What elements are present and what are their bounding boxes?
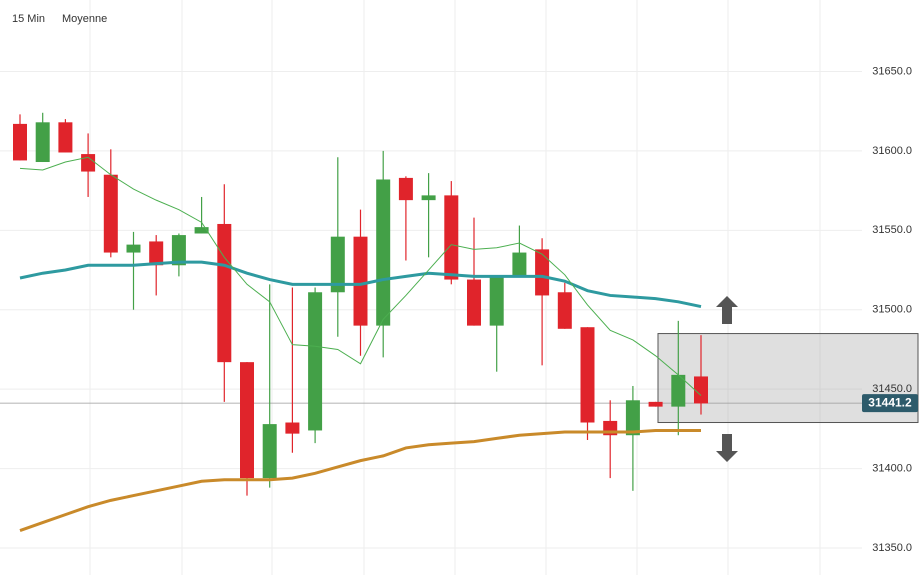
candle-body <box>308 292 323 431</box>
candle-body <box>512 252 527 277</box>
candle-body <box>262 424 277 479</box>
y-tick-label: 31600.0 <box>872 145 912 157</box>
candle-body <box>535 249 550 296</box>
candle-body <box>557 292 572 329</box>
candle-body <box>376 179 391 326</box>
candle-body <box>126 244 141 253</box>
candle-body <box>194 227 209 234</box>
y-tick-label: 31650.0 <box>872 65 912 77</box>
candle-body <box>13 123 27 161</box>
candle-body <box>81 154 96 172</box>
price-label: 31441.2 <box>868 395 912 409</box>
candle-body <box>103 174 118 253</box>
grid <box>0 0 862 575</box>
candle-body <box>444 195 459 280</box>
moving-average <box>19 260 702 309</box>
candle-body <box>240 362 254 479</box>
candle-body <box>58 122 73 153</box>
y-tick-label: 31500.0 <box>872 304 912 316</box>
candle-body <box>671 374 686 407</box>
candle-body <box>648 401 663 407</box>
candle-body <box>171 235 186 266</box>
candle-body <box>580 327 595 423</box>
candle-body <box>467 279 481 326</box>
interval-label[interactable]: 15 Min <box>12 13 45 25</box>
price-badge <box>862 394 918 413</box>
candle-body <box>35 122 50 163</box>
candle-body <box>489 276 504 326</box>
candle-body <box>149 241 164 266</box>
down-arrow <box>716 434 738 462</box>
plot <box>0 112 919 532</box>
up-arrow <box>716 296 738 324</box>
candle-body <box>353 236 368 326</box>
candle-body <box>421 195 436 201</box>
indicator-label[interactable]: Moyenne <box>62 13 107 25</box>
y-tick-label: 31400.0 <box>872 462 912 474</box>
candle-body <box>217 223 232 363</box>
moving-average <box>19 156 702 396</box>
y-tick-label: 31550.0 <box>872 224 912 236</box>
candle-body <box>285 422 300 434</box>
candle-body <box>398 177 413 201</box>
y-tick-label: 31450.0 <box>872 383 912 395</box>
moving-average <box>19 428 701 532</box>
candle-body <box>694 376 708 404</box>
candle-body <box>625 400 640 436</box>
y-tick-label: 31350.0 <box>872 542 912 554</box>
candle-body <box>330 236 345 293</box>
